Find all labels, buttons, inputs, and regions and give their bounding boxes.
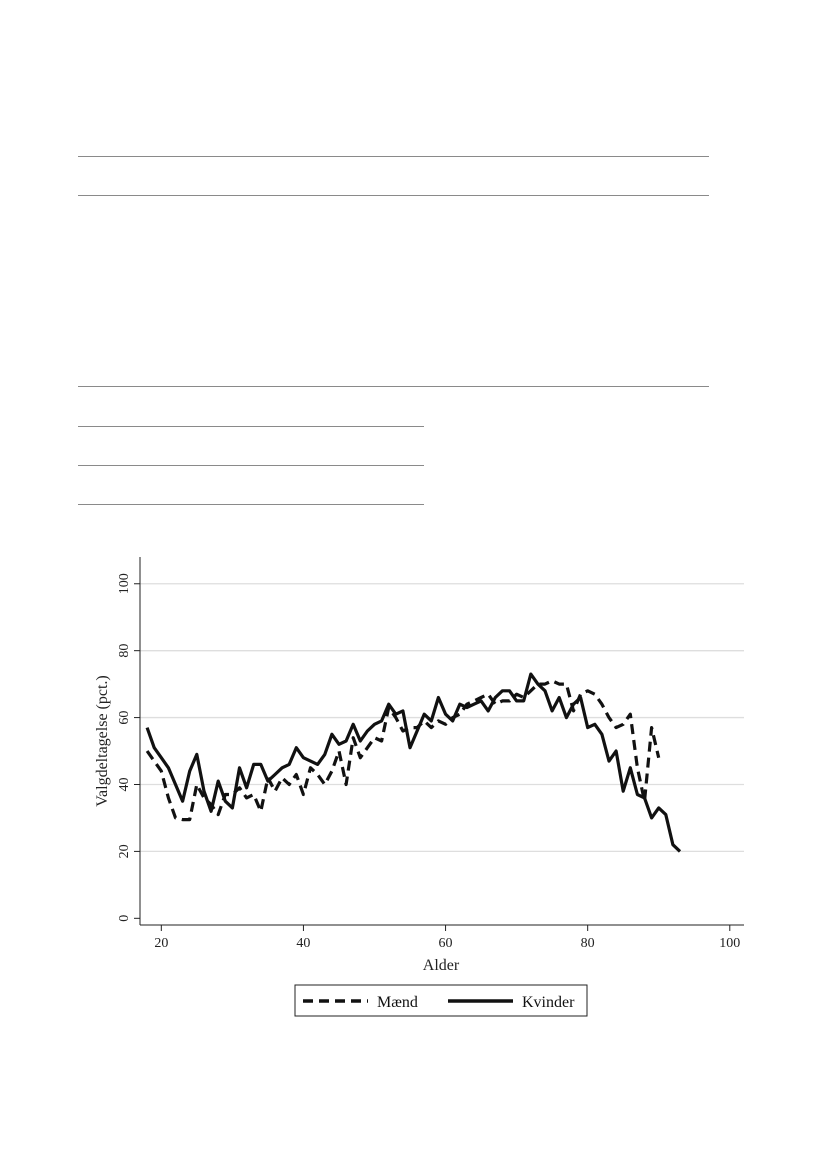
section-rule-wide [78,386,709,387]
y-tick-label-80: 80 [117,644,132,658]
header-rule-bottom [78,195,709,196]
legend-label-kvinder: Kvinder [522,994,575,1011]
x-axis-label: Alder [423,957,460,974]
axis-ticks: 0 20 40 60 80 100 20 40 60 80 100 [117,573,740,951]
series-lines [145,672,682,853]
section-rule-short-2 [78,465,424,466]
section-rule-short-3 [78,504,424,505]
x-tick-label-20: 20 [154,936,168,951]
y-tick-label-100: 100 [117,573,132,594]
x-tick-label-40: 40 [296,936,310,951]
x-tick-label-80: 80 [581,936,595,951]
gridlines [140,583,744,853]
y-axis-label: Valgdeltagelse (pct.) [94,675,111,807]
series-line-kvinder [145,672,682,853]
section-rule-short-1 [78,426,424,427]
legend-label-maend: Mænd [377,994,418,1011]
x-tick-label-100: 100 [719,936,740,951]
y-tick-label-20: 20 [117,844,132,858]
series-line-maend [145,679,661,822]
y-tick-label-0: 0 [117,915,132,922]
legend: Mænd Kvinder [294,984,588,1017]
header-rule-top [78,156,709,157]
y-tick-label-60: 60 [117,711,132,725]
x-tick-label-60: 60 [439,936,453,951]
y-tick-label-40: 40 [117,777,132,791]
